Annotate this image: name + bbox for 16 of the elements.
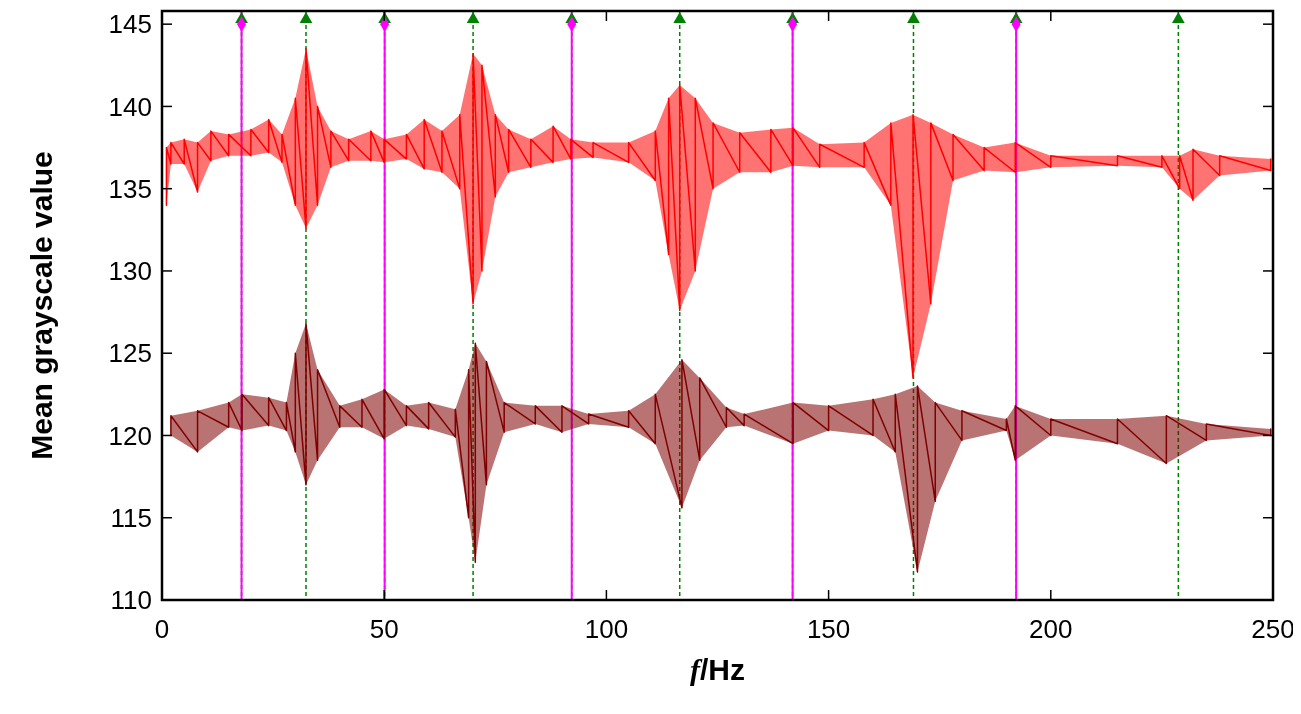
y-tick-label: 130	[108, 256, 152, 287]
y-tick-label: 140	[108, 91, 152, 122]
x-tick-label: 150	[806, 614, 851, 644]
y-tick-label: 110	[110, 585, 152, 616]
x-tick-label: 250	[1251, 614, 1295, 644]
y-tick-label: 145	[108, 9, 152, 40]
x-axis-title: f/Hz	[690, 653, 745, 686]
x-tick-label: 100	[584, 614, 629, 644]
y-axis-title: Mean grayscale value	[25, 151, 58, 460]
x-tick-label: 50	[369, 614, 399, 644]
x-tick-label: 200	[1029, 614, 1073, 644]
y-tick-label: 125	[108, 338, 152, 369]
y-tick-label: 115	[110, 502, 152, 533]
x-tick-label: 0	[154, 614, 170, 644]
y-tick-label: 120	[108, 420, 152, 451]
y-tick-label: 135	[108, 173, 152, 204]
